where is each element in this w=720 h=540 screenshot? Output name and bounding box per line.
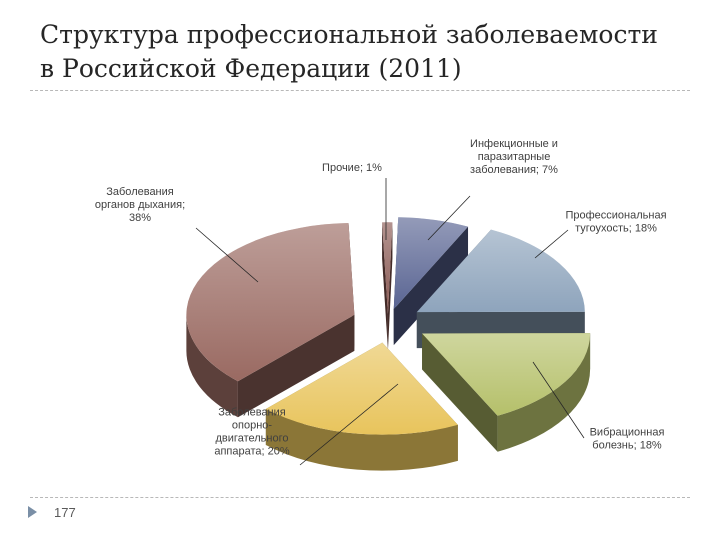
leader-line	[534, 229, 569, 259]
page-number: 177	[54, 505, 76, 520]
pie-slice-highlight	[393, 217, 469, 310]
pie-tops	[186, 217, 591, 435]
pie-slice-side	[265, 408, 458, 471]
pie-leaders	[195, 178, 585, 466]
pie-slice-side	[186, 314, 238, 418]
title-divider	[30, 90, 690, 91]
pie-slice-highlight	[186, 222, 355, 382]
slice-label: Заболевания опорно-двигательного аппарата;…	[214, 407, 290, 458]
pie-labels: Прочие; 1% Инфекционные и паразитарные забо…	[95, 138, 667, 458]
page-marker-icon	[28, 506, 37, 518]
slice-label: Прочие; 1%	[322, 162, 382, 174]
leader-line	[299, 383, 399, 466]
slice-label: Вибрационная болезнь; 18%	[590, 427, 665, 452]
slice-label: Профессиональная тугоухость; 18%	[565, 210, 666, 235]
pie-slice-highlight	[382, 222, 393, 315]
pie-slice-wall	[393, 226, 469, 346]
slide-title: Структура профессиональной заболеваемост…	[40, 20, 658, 83]
pie-slice-side	[497, 333, 591, 452]
leader-line	[427, 195, 471, 241]
pie-slice-wall	[422, 333, 498, 452]
leader-line	[195, 227, 259, 283]
pie-slice-wall	[382, 222, 388, 351]
pie-slice-highlight	[416, 229, 585, 313]
footer-divider	[30, 497, 690, 498]
slice-label: Заболевания органов дыхания; 38%	[95, 186, 185, 224]
pie-slice-highlight	[422, 333, 591, 416]
pie-slice-wall	[387, 222, 393, 351]
leader-line	[532, 361, 585, 439]
pie-slice-wall	[237, 314, 355, 418]
slice-label: Инфекционные и паразитарные заболевания; 7…	[470, 138, 558, 176]
pie-slice-highlight	[265, 342, 458, 435]
